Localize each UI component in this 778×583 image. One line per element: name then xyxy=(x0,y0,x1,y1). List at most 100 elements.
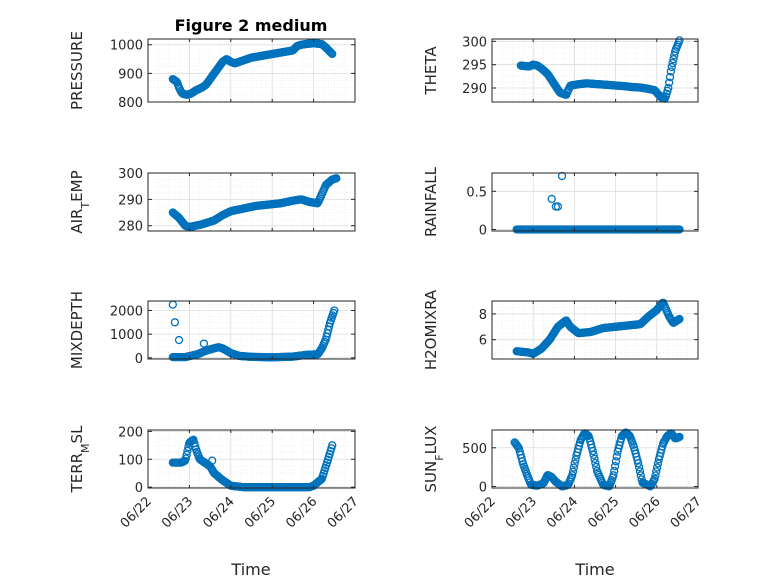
y-tick-label: 295 xyxy=(462,59,487,74)
y-tick-label: 6 xyxy=(479,334,487,349)
data-point xyxy=(609,471,618,480)
data-point xyxy=(181,454,190,463)
y-axis-label: THETA xyxy=(422,46,440,96)
axes-frame xyxy=(147,38,356,103)
x-tick-label: 06/26 xyxy=(627,494,664,531)
y-tick-label: 800 xyxy=(118,96,143,111)
data-point xyxy=(669,55,678,64)
data-point xyxy=(569,463,579,472)
data-point xyxy=(610,462,620,471)
data-series xyxy=(168,435,337,492)
data-point xyxy=(328,441,337,450)
data-point xyxy=(665,78,674,87)
y-axis-label: MIXDEPTH xyxy=(68,291,86,369)
y-tick-label: 290 xyxy=(462,82,487,97)
data-series xyxy=(512,298,684,358)
y-tick-label: 100 xyxy=(118,453,143,468)
x-tick-label: 06/23 xyxy=(159,494,196,531)
data-point xyxy=(332,174,341,183)
x-tick-label: 06/27 xyxy=(325,494,362,531)
data-point xyxy=(664,83,673,93)
y-tick-label: 900 xyxy=(118,67,143,82)
data-point xyxy=(547,194,556,204)
data-point xyxy=(675,225,684,234)
plot-area xyxy=(491,172,699,232)
data-point xyxy=(667,62,676,72)
data-point xyxy=(668,58,677,68)
data-series xyxy=(512,171,684,234)
data-point xyxy=(636,471,645,480)
data-point xyxy=(675,314,684,324)
subplot-h2omixra: 6 8 H2OMIXRA xyxy=(422,289,699,370)
data-series xyxy=(516,36,684,103)
x-tick-label: 06/22 xyxy=(462,494,499,531)
data-point xyxy=(652,463,662,472)
y-tick-label: 8 xyxy=(479,308,487,323)
subplot-air-temp: 280 290 300 AIRTEMP xyxy=(68,167,356,235)
y-tick-label: 0 xyxy=(479,223,487,238)
y-tick-label: 280 xyxy=(118,220,143,235)
data-point xyxy=(590,454,599,464)
data-point xyxy=(588,446,597,456)
y-tick-label: 2000 xyxy=(110,304,143,319)
x-tick-label: 06/26 xyxy=(283,494,320,531)
data-point xyxy=(328,49,337,59)
x-axis-label-left: Time xyxy=(230,560,270,579)
data-point xyxy=(568,471,577,480)
x-axis-label-right: Time xyxy=(574,560,614,579)
figure-title: Figure 2 medium xyxy=(175,16,328,35)
axes-frame xyxy=(147,300,356,360)
y-axis-label: SUNFLUX xyxy=(422,426,446,493)
data-point xyxy=(612,452,621,461)
y-tick-label: 0 xyxy=(135,352,143,367)
y-axis-label: H2OMIXRA xyxy=(422,289,440,370)
axes-frame xyxy=(491,172,699,232)
data-point xyxy=(205,345,215,354)
y-axis-label: RAINFALL xyxy=(422,166,440,237)
data-point xyxy=(666,67,676,76)
data-point xyxy=(634,459,643,468)
y-axis-label: PRESSURE xyxy=(68,31,86,110)
x-tick-label: 06/22 xyxy=(118,494,155,531)
data-point xyxy=(553,202,563,211)
subplot-rainfall: 0 0.5 RAINFALL xyxy=(422,166,699,238)
data-point xyxy=(651,471,660,480)
subplot-mixdepth: 0 1000 2000 MIXDEPTH xyxy=(68,291,356,369)
x-tick-label: 06/24 xyxy=(201,494,238,531)
data-point xyxy=(652,467,661,476)
data-series xyxy=(168,174,341,232)
x-tick-label: 06/25 xyxy=(242,494,279,531)
data-point xyxy=(570,459,579,468)
subplot-pressure: 800 900 1000 PRESSURE xyxy=(68,31,356,111)
data-point xyxy=(635,467,645,476)
data-point xyxy=(182,450,191,459)
x-tick-label: 06/23 xyxy=(503,494,540,531)
subplot-sun-flux: 0 500 06/22 06/23 06/24 06/25 06/26 06/27 SUNFLU… xyxy=(422,426,705,532)
data-point xyxy=(170,318,180,327)
y-tick-label: 300 xyxy=(462,35,487,50)
axes-frame xyxy=(491,429,699,489)
data-point xyxy=(675,36,684,45)
subplot-terr-msl: 0 100 200 06/22 06/23 06/24 06/25 06/26 06/27 TER… xyxy=(68,425,362,531)
data-point xyxy=(675,432,684,442)
data-point xyxy=(208,456,217,465)
y-tick-label: 290 xyxy=(118,193,143,208)
axes-frame xyxy=(491,300,699,360)
y-axis-label: TERRMSL xyxy=(68,425,92,494)
data-point xyxy=(665,72,675,82)
data-point xyxy=(183,446,192,456)
subplot-theta: 290 295 300 THETA xyxy=(422,35,699,103)
data-point xyxy=(330,306,339,315)
data-series xyxy=(168,300,339,362)
data-series xyxy=(168,39,337,99)
data-point xyxy=(327,48,336,58)
y-tick-label: 0 xyxy=(135,481,143,496)
data-point xyxy=(589,450,598,460)
data-point xyxy=(591,458,600,468)
x-tick-label: 06/25 xyxy=(585,494,622,531)
y-tick-label: 200 xyxy=(118,425,143,440)
y-tick-label: 0 xyxy=(479,480,487,495)
axes-frame xyxy=(491,38,699,103)
